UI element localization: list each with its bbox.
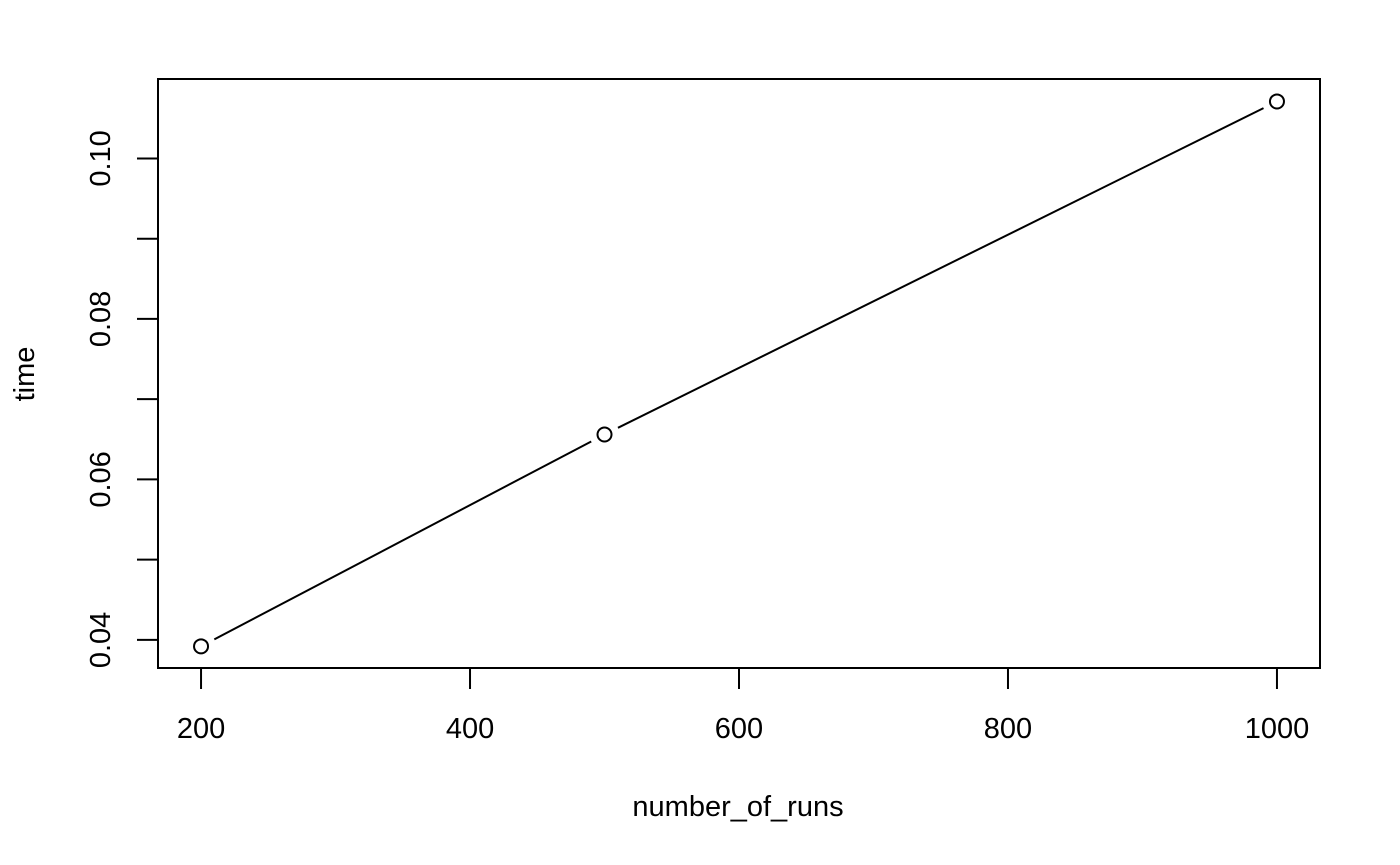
y-tick-label: 0.08	[85, 291, 117, 347]
y-axis: 0.04 0.06 0.08 0.10	[85, 130, 159, 668]
x-tick-label: 400	[446, 713, 494, 745]
y-tick-label: 0.04	[85, 612, 117, 668]
x-tick-label: 600	[715, 713, 763, 745]
x-axis-title: number_of_runs	[632, 791, 843, 823]
series-layer	[193, 93, 1285, 655]
y-tick-label: 0.10	[85, 130, 117, 186]
data-point	[193, 638, 210, 655]
x-axis: 200 400 600 800 1000	[177, 667, 1310, 745]
x-tick-label: 1000	[1245, 713, 1310, 745]
x-tick-label: 200	[177, 713, 225, 745]
y-tick-label: 0.06	[85, 451, 117, 507]
series-line-segment	[617, 107, 1264, 429]
series-line-segment	[213, 440, 592, 641]
data-point	[1268, 93, 1285, 110]
x-tick-label: 800	[984, 713, 1032, 745]
data-point	[596, 426, 613, 443]
y-axis-title: time	[9, 347, 41, 402]
